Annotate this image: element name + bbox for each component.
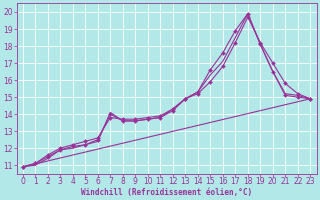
X-axis label: Windchill (Refroidissement éolien,°C): Windchill (Refroidissement éolien,°C) (81, 188, 252, 197)
